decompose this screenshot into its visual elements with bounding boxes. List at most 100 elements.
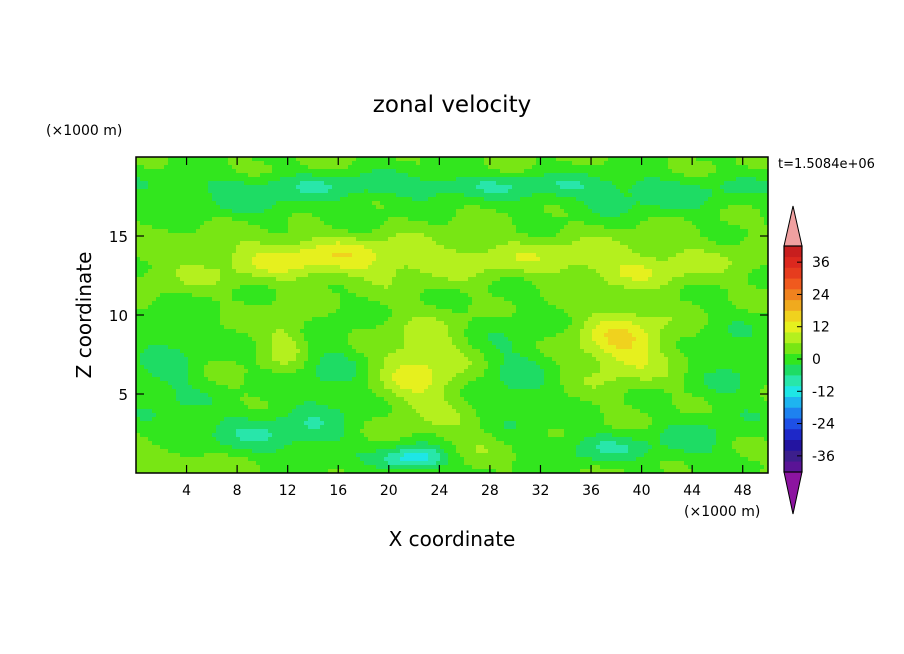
field-cell [672, 225, 677, 230]
field-cell [436, 277, 441, 282]
field-cell [188, 197, 193, 202]
field-cell [260, 281, 265, 286]
field-cell [388, 201, 393, 206]
field-cell [404, 185, 409, 190]
field-cell [656, 201, 661, 206]
field-cell [660, 261, 665, 266]
field-cell [424, 237, 429, 242]
field-cell [708, 213, 713, 218]
field-cell [568, 189, 573, 194]
field-cell [312, 237, 317, 242]
field-cell [624, 249, 629, 254]
field-cell [176, 229, 181, 234]
field-cell [720, 221, 725, 226]
field-cell [216, 237, 221, 242]
field-cell [748, 189, 753, 194]
field-cell [384, 217, 389, 222]
field-cell [172, 237, 177, 242]
field-cell [760, 193, 765, 198]
field-cell [628, 193, 633, 198]
field-cell [184, 201, 189, 206]
field-cell [680, 157, 685, 162]
field-cell [312, 205, 317, 210]
field-cell [424, 253, 429, 258]
field-cell [732, 161, 737, 166]
field-cell [296, 165, 301, 170]
field-cell [144, 237, 149, 242]
field-cell [200, 225, 205, 230]
field-cell [744, 201, 749, 206]
field-cell [296, 161, 301, 166]
field-cell [288, 193, 293, 198]
field-cell [652, 201, 657, 206]
field-cell [484, 257, 489, 262]
field-cell [596, 217, 601, 222]
field-cell [264, 269, 269, 274]
field-cell [264, 189, 269, 194]
field-cell [304, 225, 309, 230]
field-cell [232, 249, 237, 254]
field-cell [660, 237, 665, 242]
field-cell [456, 249, 461, 254]
field-cell [508, 169, 513, 174]
field-cell [312, 173, 317, 178]
field-cell [764, 237, 768, 242]
field-cell [396, 173, 401, 178]
field-cell [260, 157, 265, 162]
field-cell [264, 209, 269, 214]
field-cell [300, 161, 305, 166]
field-cell [172, 233, 177, 238]
field-cell [424, 265, 429, 270]
field-cell [760, 173, 765, 178]
field-cell [500, 185, 505, 190]
field-cell [692, 169, 697, 174]
field-cell [392, 253, 397, 258]
field-cell [384, 257, 389, 262]
field-cell [612, 261, 617, 266]
field-cell [600, 181, 605, 186]
field-cell [264, 253, 269, 258]
field-cell [176, 209, 181, 214]
field-cell [380, 197, 385, 202]
field-cell [336, 205, 341, 210]
field-cell [508, 213, 513, 218]
field-cell [272, 225, 277, 230]
field-cell [364, 253, 369, 258]
field-cell [308, 169, 313, 174]
field-cell [212, 265, 217, 270]
field-cell [264, 165, 269, 170]
field-cell [720, 241, 725, 246]
field-cell [540, 181, 545, 186]
field-cell [216, 257, 221, 262]
field-cell [488, 185, 493, 190]
field-cell [692, 225, 697, 230]
field-cell [248, 217, 253, 222]
field-cell [168, 185, 173, 190]
field-cell [628, 269, 633, 274]
field-cell [140, 229, 145, 234]
field-cell [608, 233, 613, 238]
field-cell [640, 205, 645, 210]
field-cell [320, 205, 325, 210]
field-cell [444, 213, 449, 218]
field-cell [288, 173, 293, 178]
field-cell [728, 193, 733, 198]
field-cell [264, 233, 269, 238]
field-cell [536, 161, 541, 166]
field-cell [160, 261, 165, 266]
field-cell [500, 165, 505, 170]
field-cell [424, 173, 429, 178]
field-cell [644, 265, 649, 270]
field-cell [420, 185, 425, 190]
field-cell [720, 201, 725, 206]
field-cell [208, 261, 213, 266]
field-cell [332, 193, 337, 198]
field-cell [524, 177, 529, 182]
field-cell [184, 281, 189, 286]
field-cell [304, 233, 309, 238]
field-cell [316, 269, 321, 274]
field-cell [468, 193, 473, 198]
field-cell [508, 277, 513, 282]
field-cell [348, 281, 353, 286]
field-cell [420, 265, 425, 270]
